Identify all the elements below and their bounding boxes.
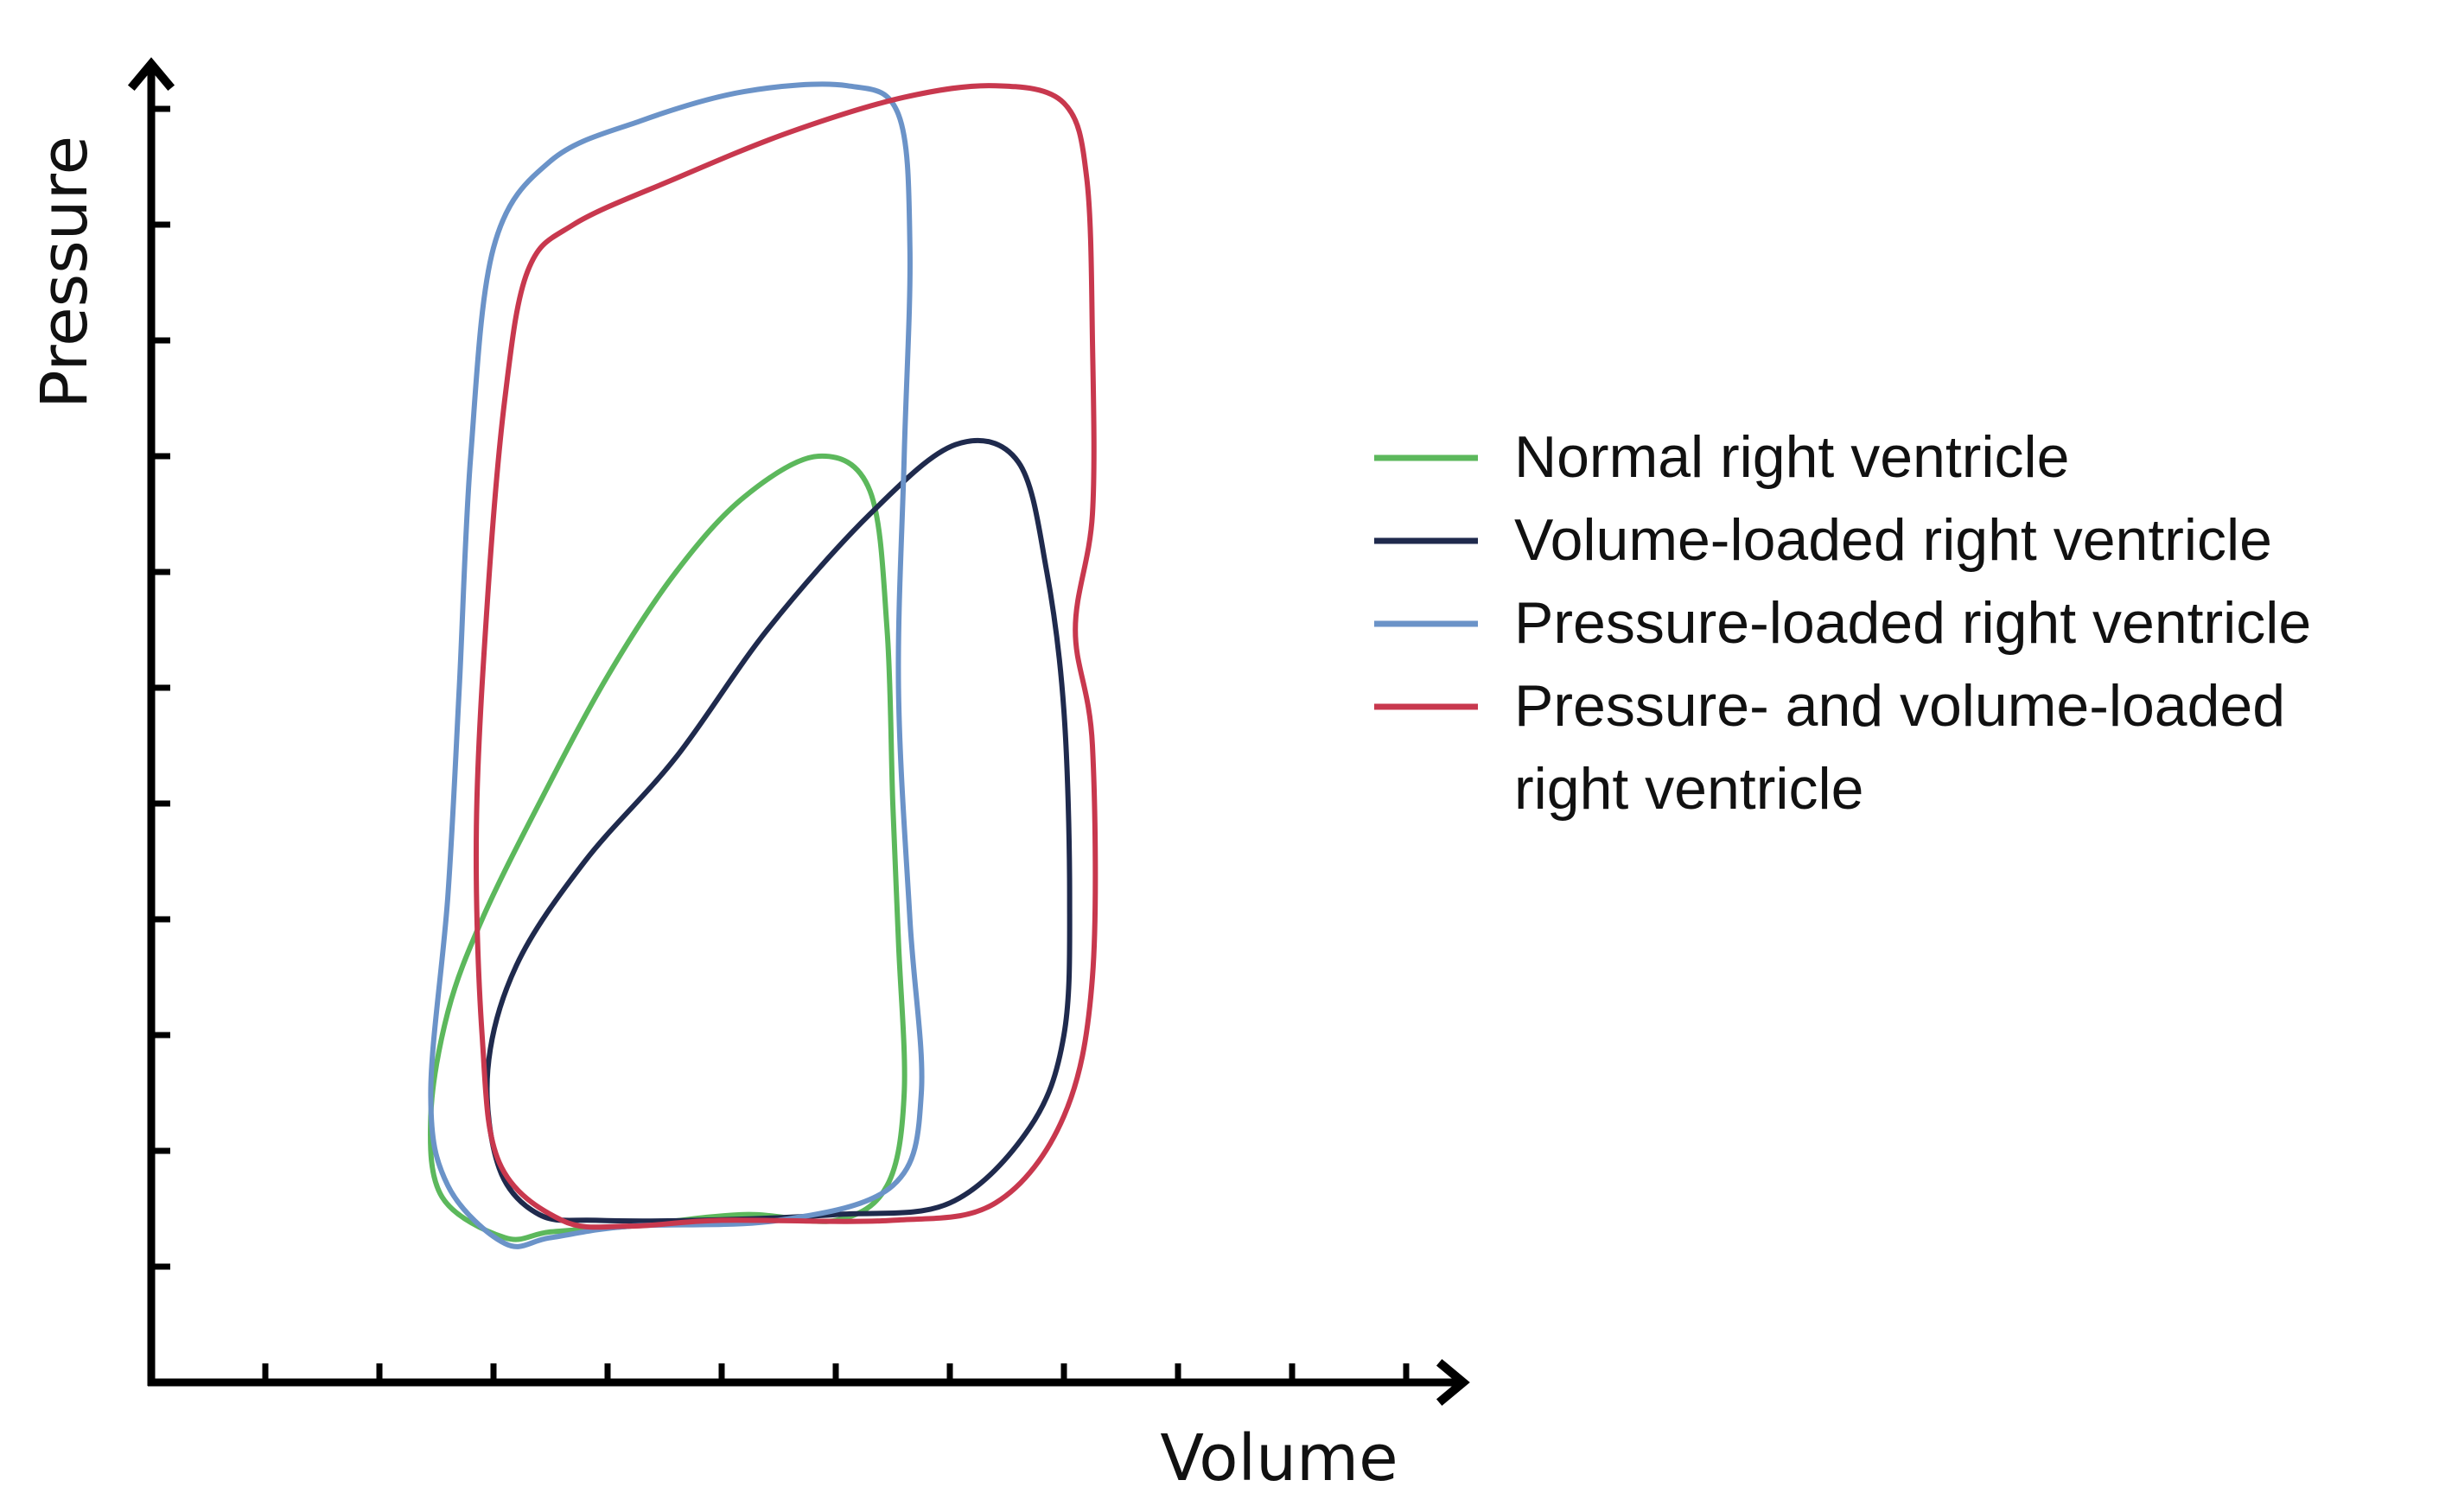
legend-label: Pressure- and volume-loaded — [1514, 673, 2285, 739]
legend-item: Pressure-loaded right ventricle — [1374, 590, 2311, 656]
axis-ticks — [151, 105, 1410, 1382]
legend: Normal right ventricle Volume-loaded righ… — [1374, 424, 2311, 822]
legend-label: Normal right ventricle — [1514, 424, 2069, 490]
loop-normal-right-ventricle — [427, 453, 907, 1242]
y-axis-arrowhead — [127, 57, 175, 92]
loop-pressure-loaded-right-ventricle — [428, 81, 925, 1249]
legend-item: Pressure- and volume-loaded right ventric… — [1374, 673, 2285, 822]
loop-pressure-and-volume-loaded-right-ventricle — [473, 83, 1098, 1230]
x-axis-arrowhead — [1436, 1358, 1470, 1407]
axes — [127, 57, 1470, 1407]
x-axis-label: Volume — [1160, 1421, 1398, 1496]
plot-area — [427, 81, 1098, 1249]
legend-item: Volume-loaded right ventricle — [1374, 507, 2272, 573]
legend-label: Pressure-loaded right ventricle — [1514, 590, 2311, 656]
legend-label: Volume-loaded right ventricle — [1514, 507, 2272, 573]
y-axis-label: Pressure — [28, 136, 102, 409]
legend-item: Normal right ventricle — [1374, 424, 2069, 490]
legend-label: right ventricle — [1514, 756, 1863, 822]
loop-volume-loaded-right-ventricle — [484, 437, 1073, 1224]
